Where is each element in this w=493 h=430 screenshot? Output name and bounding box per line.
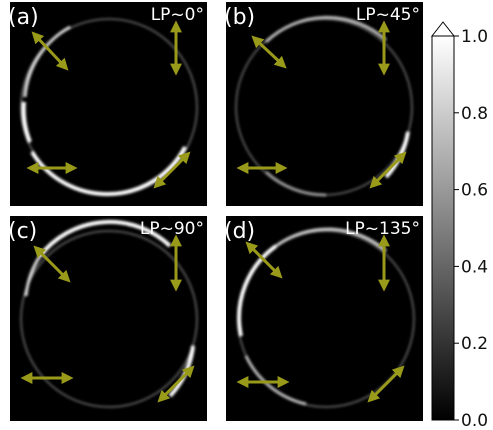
panel-b-label: (b): [224, 5, 255, 30]
panel-d-label: (d): [224, 219, 255, 244]
panel-b: (b) LP~45°: [224, 2, 423, 206]
panel-c-label: (c): [8, 219, 37, 244]
panel-d-polarization-label: LP~135°: [345, 219, 420, 239]
colorbar-gradient: [431, 35, 455, 421]
panel-a-label: (a): [8, 5, 39, 30]
colorbar-tick-label: 0.8: [461, 104, 488, 124]
colorbar-tick-label: 0.0: [461, 411, 488, 430]
panel-c-polarization-label: LP~90°: [140, 219, 204, 239]
colorbar-ticks: 0.0 0.2 0.4 0.6 0.8 1.0: [454, 27, 488, 430]
panel-b-polarization-label: LP~45°: [356, 5, 420, 25]
panel-a: (a) LP~0°: [8, 2, 207, 206]
colorbar-tick-label: 0.6: [461, 181, 488, 201]
colorbar-tick-label: 0.4: [461, 257, 488, 277]
panel-a-polarization-label: LP~0°: [151, 5, 204, 25]
colorbar-tick-label: 1.0: [461, 27, 488, 47]
colorbar: 0.0 0.2 0.4 0.6 0.8 1.0: [430, 21, 488, 430]
panel-d: (d) LP~135°: [224, 216, 423, 421]
colorbar-tick-label: 0.2: [461, 334, 488, 354]
panel-c: (c) LP~90°: [8, 216, 207, 421]
colorbar-extend-arrow: [430, 21, 456, 37]
